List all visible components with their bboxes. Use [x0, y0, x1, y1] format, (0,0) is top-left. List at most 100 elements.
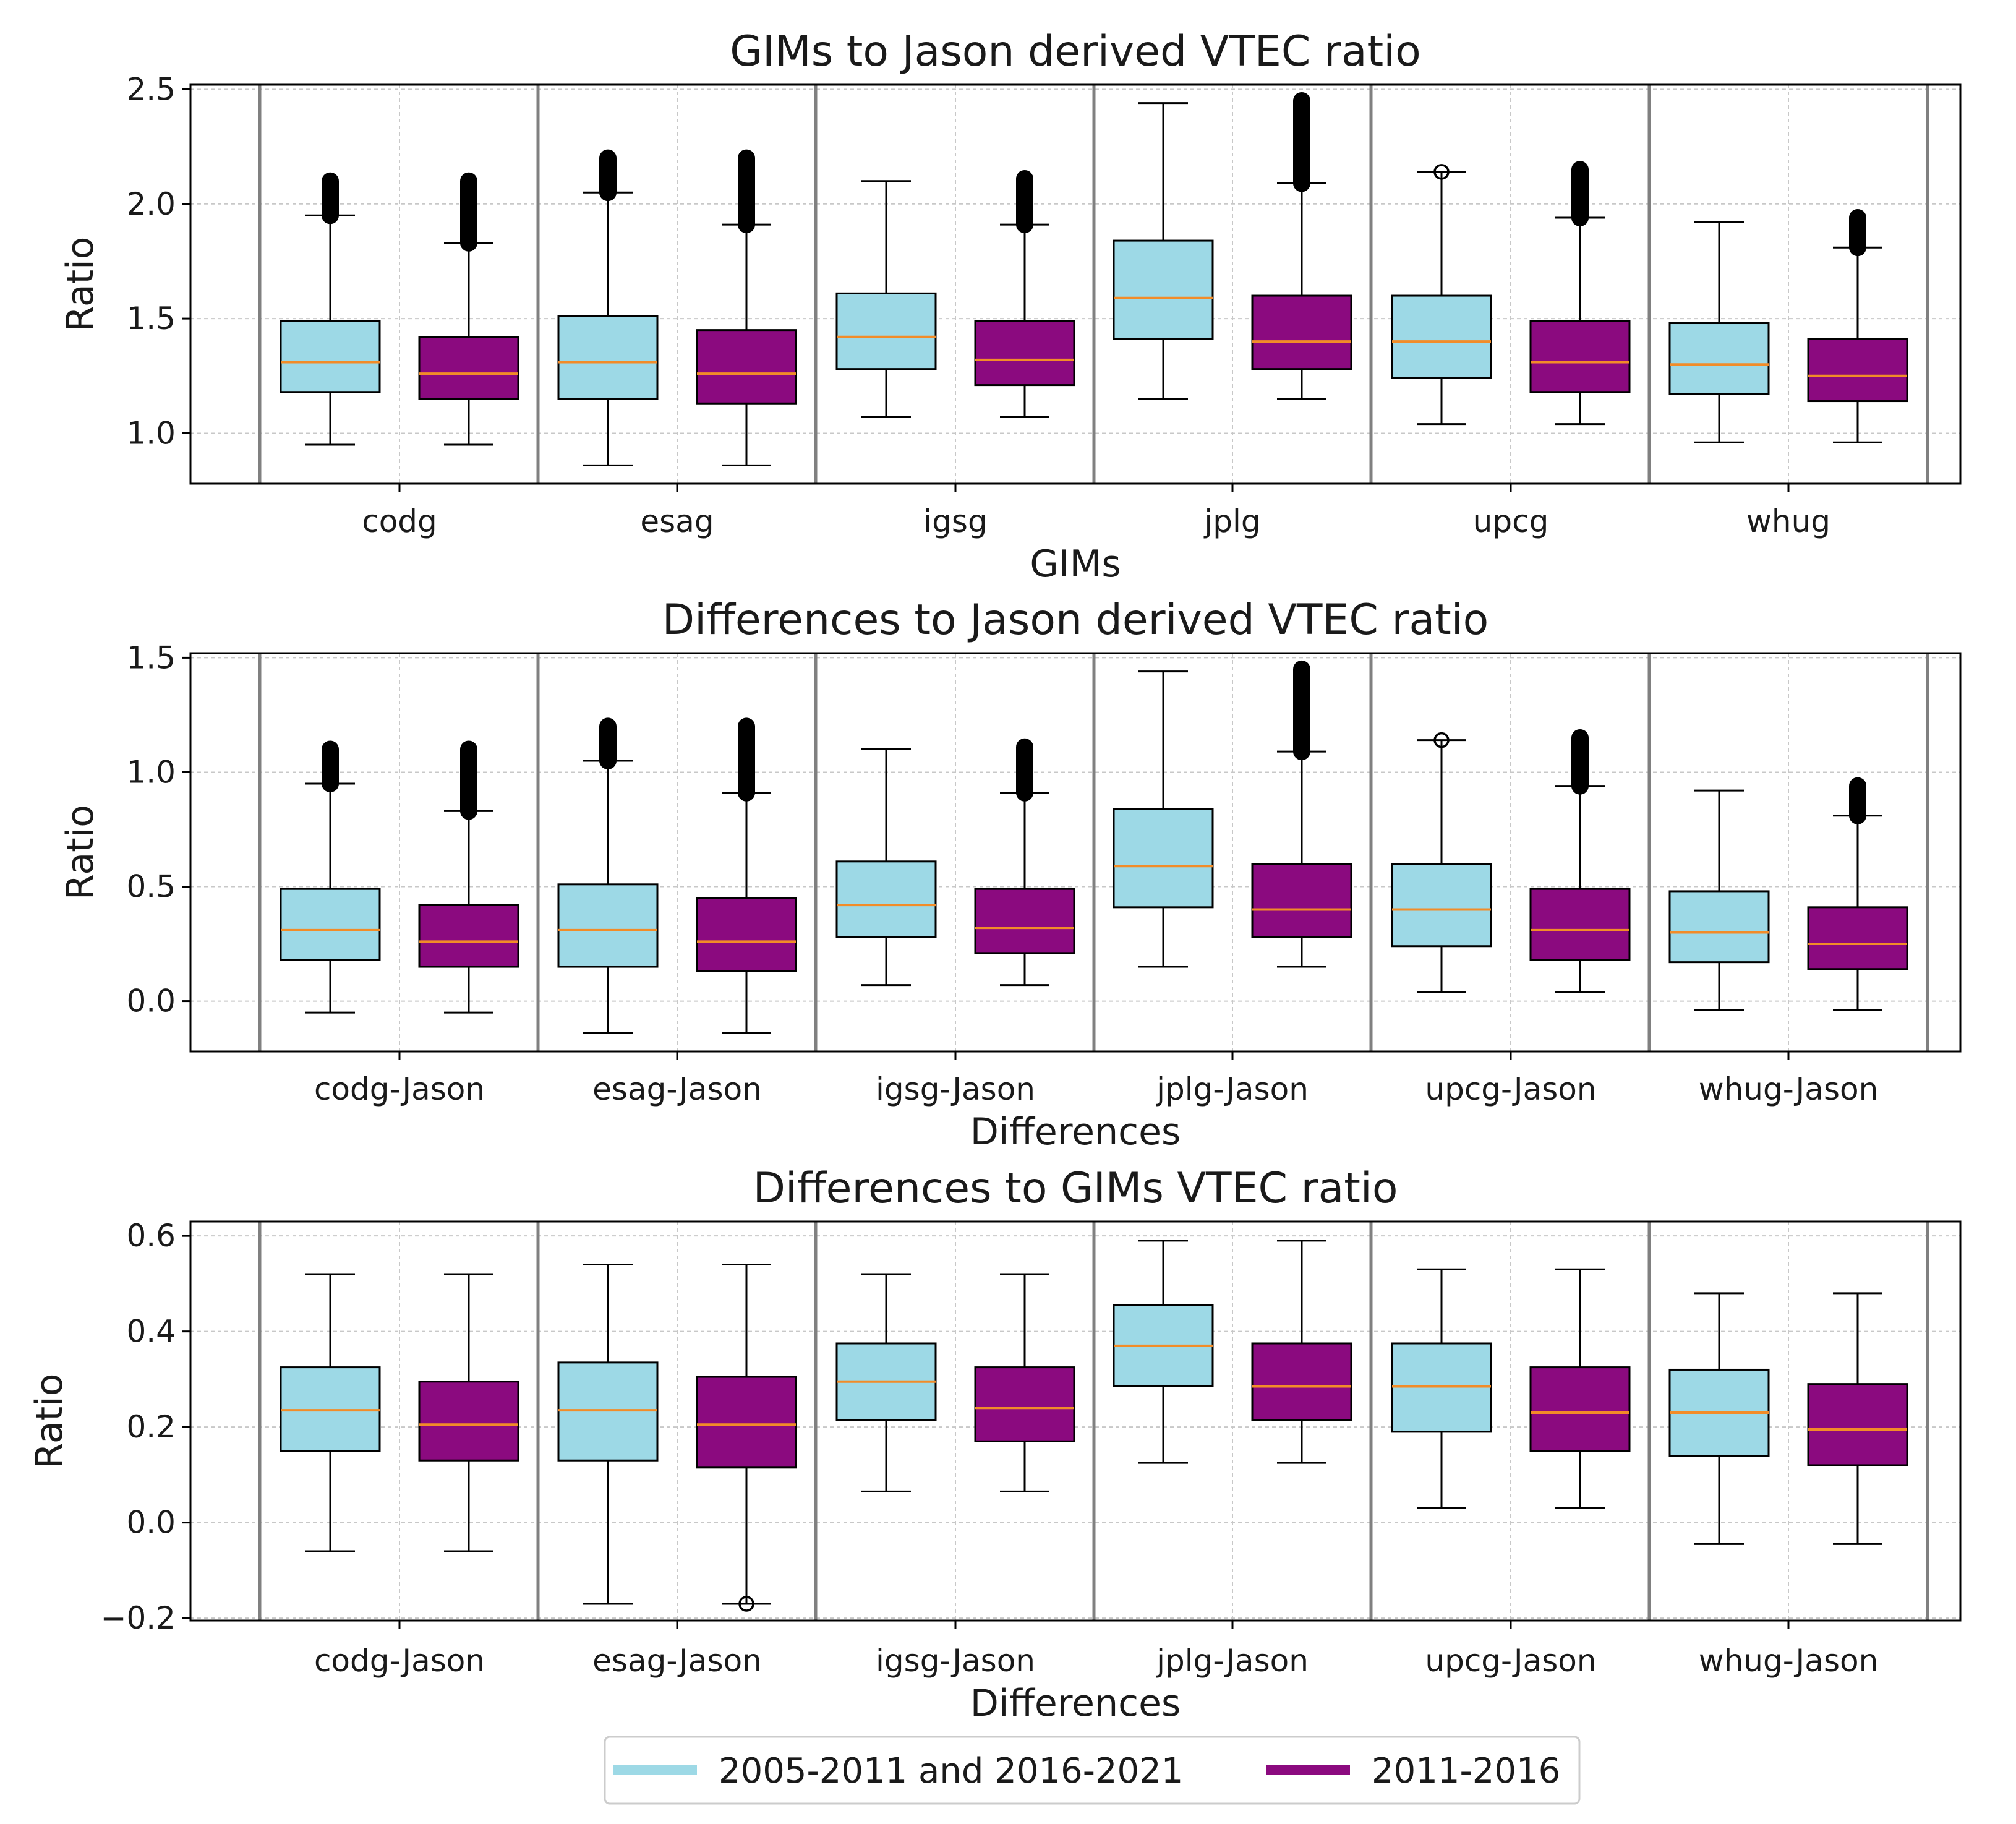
- x-tick-label: igsg-Jason: [876, 1643, 1035, 1679]
- iqr-box: [1391, 294, 1492, 379]
- iqr-box: [1807, 1383, 1908, 1466]
- iqr-box: [280, 320, 381, 393]
- y-tick-label: 0.4: [126, 1314, 176, 1350]
- outlier-point: [1433, 164, 1450, 180]
- y-tick-label: 2.5: [126, 71, 176, 107]
- x-tick-label: esag-Jason: [592, 1071, 762, 1107]
- x-tick-label: jplg: [1203, 503, 1260, 539]
- box-period2-igsg-Jason: [974, 738, 1075, 987]
- iqr-box: [696, 329, 797, 405]
- box-period1-igsg-Jason: [835, 1273, 937, 1492]
- iqr-box: [557, 315, 659, 400]
- legend-label-period-1: 2005-2011 and 2016-2021: [719, 1751, 1183, 1791]
- outlier-point: [738, 1596, 754, 1612]
- box-period2-codg-Jason: [418, 1273, 519, 1552]
- y-tick-label: 0.0: [126, 983, 176, 1019]
- box-period2-igsg: [974, 169, 1075, 418]
- box-period2-whug-Jason: [1807, 777, 1908, 1011]
- y-tick-label: 0.6: [126, 1218, 176, 1254]
- x-tick-label: whug-Jason: [1699, 1071, 1879, 1107]
- iqr-box: [974, 1366, 1075, 1442]
- x-tick-label: upcg-Jason: [1425, 1071, 1596, 1107]
- chart-panel-1: GIMs to Jason derived VTEC ratio GIMs Rati…: [59, 27, 1962, 586]
- box-period2-esag: [696, 149, 797, 466]
- y-tick-label: 1.0: [126, 415, 176, 451]
- box-period2-jplg-Jason: [1251, 1240, 1352, 1464]
- chart-panels: GIMs to Jason derived VTEC ratio GIMs Rati…: [28, 27, 1962, 1725]
- box-period2-esag-Jason: [696, 717, 797, 1034]
- box-period1-igsg: [835, 180, 937, 418]
- x-tick-label: codg: [362, 503, 437, 539]
- chart-panel-3: Differences to GIMs VTEC ratio Difference…: [28, 1164, 1962, 1725]
- box-period1-upcg: [1391, 164, 1492, 426]
- box-period2-igsg-Jason: [974, 1273, 1075, 1492]
- y-tick-label: 1.5: [126, 301, 176, 336]
- box-period1-esag-Jason: [557, 1264, 659, 1605]
- x-tick-label: whug: [1746, 503, 1830, 539]
- iqr-box: [974, 888, 1075, 954]
- iqr-box: [1529, 1366, 1631, 1452]
- box-period1-jplg-Jason: [1113, 1240, 1214, 1464]
- box-period1-esag-Jason: [557, 717, 659, 1034]
- x-axis-label: GIMs: [1030, 542, 1121, 586]
- legend-frame: [604, 1736, 1581, 1805]
- iqr-box: [1529, 888, 1631, 961]
- x-tick-label: esag: [640, 503, 714, 539]
- box-period1-codg-Jason: [280, 1273, 381, 1552]
- y-tick-label: 0.0: [126, 1505, 176, 1541]
- iqr-box: [1251, 294, 1352, 370]
- box-period1-esag: [557, 149, 659, 466]
- iqr-box: [696, 1376, 797, 1469]
- iqr-box: [974, 320, 1075, 387]
- iqr-box: [1251, 863, 1352, 938]
- iqr-box: [557, 883, 659, 968]
- box-period1-whug-Jason: [1668, 789, 1770, 1011]
- x-axis-label: Differences: [970, 1110, 1181, 1154]
- box-period2-jplg: [1251, 92, 1352, 400]
- y-axis-label: Ratio: [59, 805, 102, 900]
- box-period1-upcg-Jason: [1391, 1268, 1492, 1509]
- y-tick-label: 1.0: [126, 754, 176, 790]
- x-tick-label: esag-Jason: [592, 1643, 762, 1679]
- box-period2-codg: [418, 172, 519, 446]
- axes-frame: [189, 1220, 1962, 1622]
- y-tick-label: 1.5: [126, 640, 176, 675]
- x-tick-label: whug-Jason: [1699, 1643, 1879, 1679]
- box-period2-codg-Jason: [418, 740, 519, 1014]
- iqr-box: [835, 860, 937, 938]
- iqr-box: [1807, 906, 1908, 970]
- x-tick-label: codg-Jason: [314, 1643, 485, 1679]
- iqr-box: [418, 1381, 519, 1462]
- x-tick-label: jplg-Jason: [1156, 1071, 1309, 1107]
- iqr-box: [418, 336, 519, 400]
- box-period2-esag-Jason: [696, 1264, 797, 1612]
- axes-frame: [189, 652, 1962, 1053]
- y-tick-label: 0.5: [126, 869, 176, 905]
- iqr-box: [1529, 320, 1631, 393]
- y-tick-label: 0.2: [126, 1409, 176, 1445]
- x-tick-label: jplg-Jason: [1156, 1643, 1309, 1679]
- iqr-box: [696, 897, 797, 972]
- iqr-box: [1668, 322, 1770, 395]
- box-period1-codg-Jason: [280, 740, 381, 1014]
- chart-title: Differences to Jason derived VTEC ratio: [662, 596, 1489, 644]
- x-tick-label: igsg: [923, 503, 987, 539]
- box-period1-whug: [1668, 221, 1770, 443]
- x-tick-label: igsg-Jason: [876, 1071, 1035, 1107]
- box-period1-jplg: [1113, 102, 1214, 400]
- y-axis-label: Ratio: [28, 1373, 71, 1468]
- x-axis-label: Differences: [970, 1682, 1181, 1725]
- iqr-box: [1251, 1342, 1352, 1421]
- iqr-box: [1807, 338, 1908, 403]
- box-period1-igsg-Jason: [835, 748, 937, 987]
- x-tick-label: upcg: [1473, 503, 1549, 539]
- y-tick-label: 2.0: [126, 186, 176, 222]
- box-period2-upcg-Jason: [1529, 729, 1631, 993]
- iqr-box: [1113, 808, 1214, 909]
- legend-label-period-2: 2011-2016: [1372, 1751, 1560, 1791]
- box-period1-whug-Jason: [1668, 1292, 1770, 1545]
- y-tick-label: −0.2: [101, 1600, 176, 1636]
- box-period1-jplg-Jason: [1113, 670, 1214, 968]
- box-period1-upcg-Jason: [1391, 732, 1492, 993]
